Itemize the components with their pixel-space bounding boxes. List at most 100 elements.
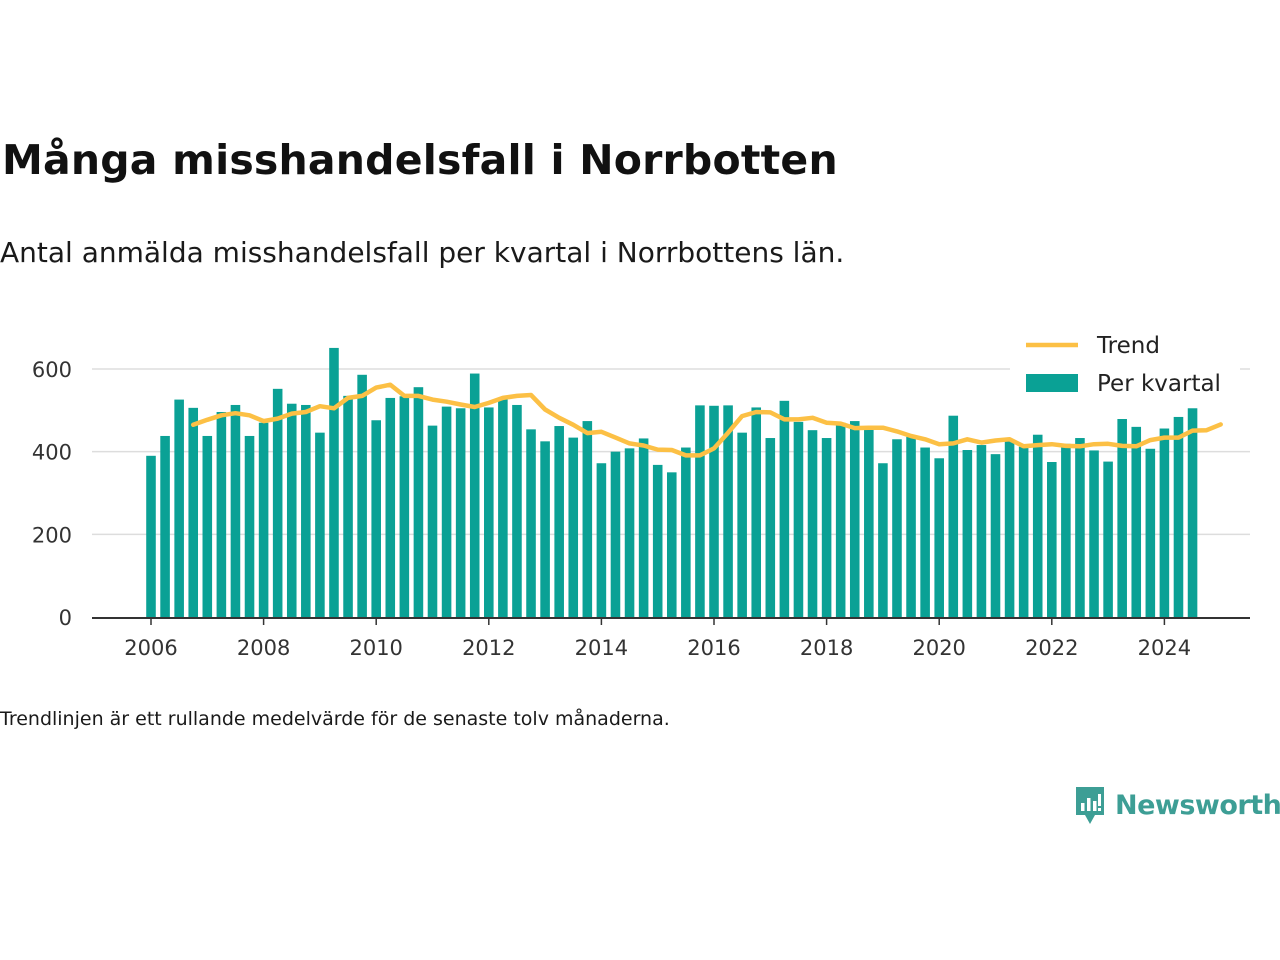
newsworthy-logo-icon (1076, 787, 1104, 824)
bar (638, 438, 649, 617)
trend-line (190, 382, 1223, 458)
bar (652, 464, 663, 617)
x-tick-label: 2020 (912, 636, 965, 660)
x-tick-label: 2022 (1025, 636, 1078, 660)
bar (821, 438, 832, 617)
bar (1187, 408, 1198, 617)
chart: 0 200 400 600 2006 2008 2010 2012 2014 2016 2018 20… (32, 325, 1250, 660)
chart-title: Många misshandelsfall i Norrbotten (2, 136, 838, 184)
bar (990, 454, 1001, 617)
bar (864, 429, 874, 617)
bar (1089, 450, 1099, 617)
bar (399, 396, 410, 617)
x-tick-label: 2010 (349, 636, 402, 660)
brand-logo: Newsworthy (1073, 784, 1280, 826)
bar (286, 403, 297, 617)
bar (976, 445, 987, 617)
bar (202, 435, 213, 617)
bar (301, 404, 311, 617)
bar (779, 400, 790, 617)
bar (948, 415, 959, 617)
bar (1075, 438, 1085, 617)
bar (540, 441, 550, 617)
bar (469, 373, 480, 617)
x-tick-label: 2016 (687, 636, 740, 660)
bar (498, 397, 508, 617)
bar (484, 407, 494, 617)
bar (258, 422, 269, 617)
bar (512, 404, 522, 617)
bar (582, 421, 593, 617)
bar (906, 436, 916, 617)
bar (723, 405, 733, 617)
bar (1004, 440, 1015, 617)
bar (146, 455, 156, 617)
bar (1173, 416, 1184, 617)
y-tick-label: 200 (32, 523, 72, 547)
bar (709, 405, 719, 617)
bar (751, 407, 762, 617)
bar (427, 425, 438, 617)
bar (160, 435, 170, 617)
bar (934, 458, 944, 617)
bar (1032, 434, 1043, 617)
bar (765, 438, 776, 617)
bar (737, 432, 747, 617)
bar (793, 421, 804, 617)
bar (962, 450, 973, 617)
legend-label: Trend (1096, 333, 1160, 359)
bar (371, 420, 381, 617)
bar (244, 435, 255, 617)
legend-label: Per kvartal (1097, 371, 1221, 397)
chart-subtitle: Antal anmälda misshandelsfall per kvarta… (0, 236, 845, 269)
bar (216, 411, 227, 617)
legend-background (1010, 325, 1240, 407)
bar (526, 429, 536, 617)
bar (1131, 426, 1142, 617)
legend-bar-swatch (1026, 374, 1078, 392)
y-tick-label: 400 (32, 441, 72, 465)
x-tick-label: 2006 (124, 636, 177, 660)
x-tick-label: 2008 (237, 636, 290, 660)
bar (920, 447, 930, 617)
bar (315, 432, 325, 617)
bar (1047, 462, 1057, 617)
bar (807, 430, 818, 617)
bar (174, 399, 184, 617)
bar (357, 374, 367, 617)
bar (1145, 448, 1156, 617)
bar (892, 439, 902, 617)
x-tick-label: 2014 (575, 636, 628, 660)
bar (568, 437, 579, 617)
bar (835, 422, 846, 617)
bar (329, 347, 339, 617)
bar (188, 407, 199, 617)
bar (878, 463, 888, 617)
bar (1159, 428, 1170, 617)
x-tick-label: 2012 (462, 636, 515, 660)
bar (343, 395, 353, 617)
bar (441, 406, 452, 617)
bar (681, 447, 691, 617)
bar (413, 387, 424, 617)
bar (230, 404, 241, 617)
bar (1117, 419, 1127, 617)
footnote: Trendlinjen är ett rullande medelvärde f… (0, 708, 670, 730)
y-tick-label: 0 (59, 606, 72, 630)
y-tick-label: 600 (32, 358, 72, 382)
bar (596, 463, 607, 617)
x-tick-label: 2024 (1138, 636, 1191, 660)
bar (610, 451, 621, 617)
bar (1103, 461, 1113, 617)
bar (666, 472, 677, 617)
bar (272, 388, 283, 617)
x-tick-label: 2018 (800, 636, 853, 660)
bar (554, 426, 564, 617)
bar (1061, 443, 1071, 617)
bar (849, 421, 860, 617)
bar (695, 405, 705, 617)
bar (385, 397, 396, 617)
bar (455, 408, 466, 617)
bar (624, 448, 635, 617)
bar (1018, 446, 1029, 617)
